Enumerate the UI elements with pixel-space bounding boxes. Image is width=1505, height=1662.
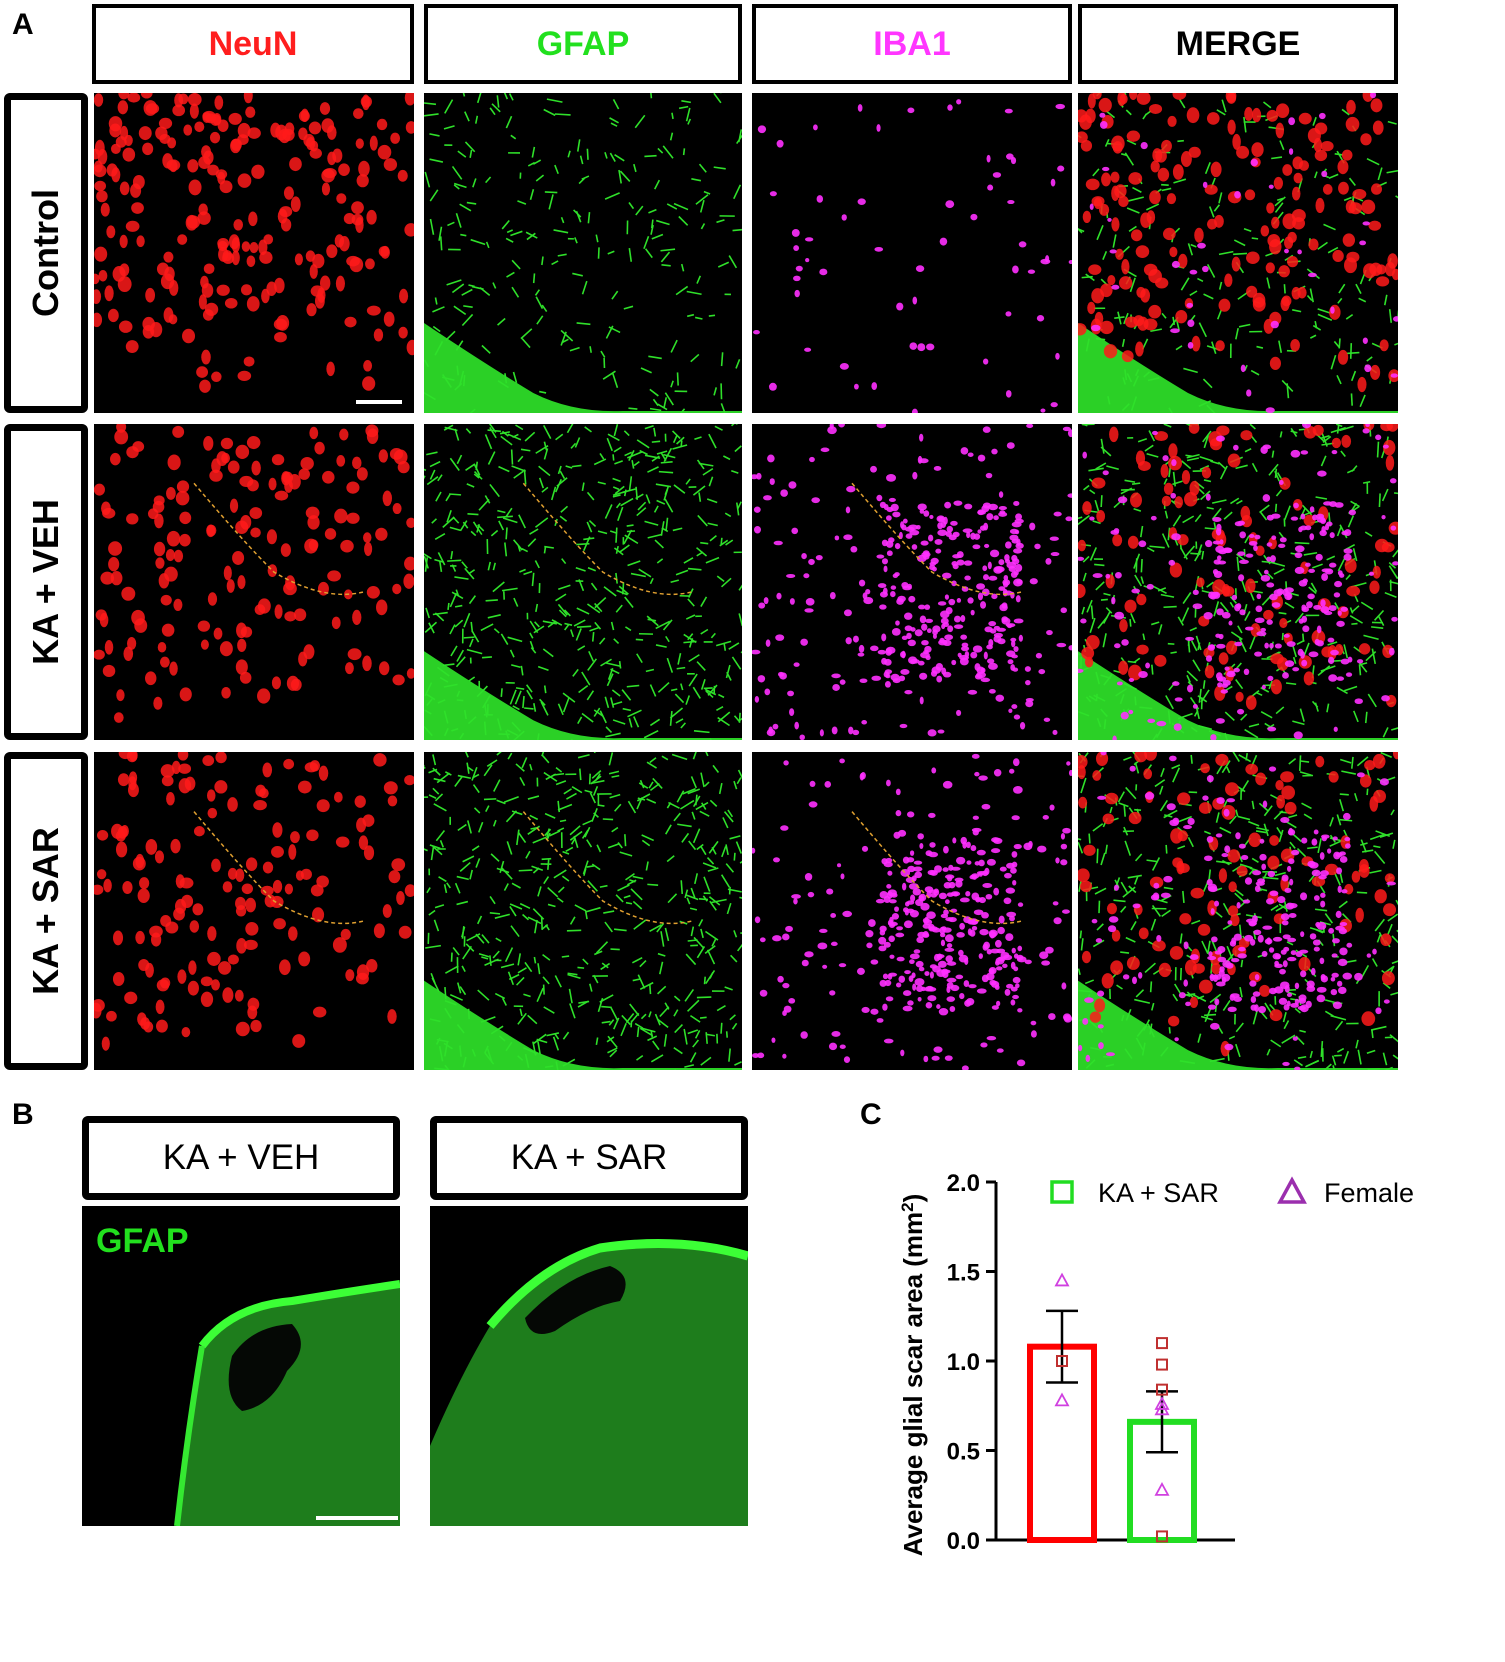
row-label-control: Control <box>4 93 88 413</box>
panel-b-stain-label: GFAP <box>96 1222 189 1260</box>
chart-data-point <box>1154 1482 1170 1496</box>
chart-y-axis-label-close: ) <box>900 1194 928 1203</box>
column-header-gfap: GFAP <box>424 4 742 84</box>
row-label-ka-veh: KA + VEH <box>4 424 88 740</box>
chart-y-tick-label: 1.5 <box>947 1260 980 1287</box>
micrograph-ka-veh-merge <box>1078 424 1398 740</box>
column-header-neun: NeuN <box>92 4 414 84</box>
micrograph-ka-sar-gfap <box>424 752 742 1070</box>
micrograph-ka-sar-iba1 <box>752 752 1072 1070</box>
panel-b-letter: B <box>12 1098 34 1131</box>
panel-b-image-ka-sar <box>430 1206 748 1526</box>
micrograph-ka-sar-neun <box>94 752 414 1070</box>
panel-b-header-ka-veh-label: KA + VEH <box>162 1138 320 1177</box>
panel-b-header-ka-sar: KA + SAR <box>430 1116 748 1200</box>
micrograph-ka-veh-neun <box>94 424 414 740</box>
chart-data-point <box>1054 1272 1070 1287</box>
row-label-ka-sar-text: KA + SAR <box>25 827 67 995</box>
chart-y-axis-label-main: Average glial scar area (mm <box>900 1212 928 1556</box>
chart-y-tick-label: 0.0 <box>947 1528 980 1555</box>
column-header-merge: MERGE <box>1078 4 1398 84</box>
row-label-ka-veh-text: KA + VEH <box>25 499 66 665</box>
micrograph-ka-veh-iba1 <box>752 424 1072 740</box>
panel-c-letter: C <box>860 1098 882 1131</box>
chart-legend-swatch <box>1050 1180 1074 1204</box>
panel-b-scale-bar <box>316 1516 398 1520</box>
chart-data-point <box>1154 1401 1170 1416</box>
column-header-merge-label: MERGE <box>1175 24 1301 63</box>
column-header-iba1: IBA1 <box>752 4 1072 84</box>
panel-b-image-ka-veh <box>82 1206 400 1526</box>
chart-legend-label: Female <box>1324 1178 1414 1208</box>
chart-legend-label: KA + SAR <box>1098 1178 1219 1208</box>
chart-data-point <box>1154 1396 1170 1410</box>
chart-data-point <box>1156 1383 1168 1396</box>
chart-y-axis-label: Average glial scar area (mm2) <box>900 1194 928 1557</box>
column-header-neun-label: NeuN <box>208 24 298 63</box>
column-header-gfap-label: GFAP <box>536 24 630 63</box>
chart-data-point <box>1156 1358 1168 1371</box>
row-label-ka-sar: KA + SAR <box>4 752 88 1070</box>
panel-b-header-ka-veh: KA + VEH <box>82 1116 400 1200</box>
micrograph-control-neun <box>94 93 414 413</box>
micrograph-control-merge <box>1078 93 1398 413</box>
chart-y-axis-label-sup: 2 <box>900 1202 917 1211</box>
micrograph-ka-sar-merge <box>1078 752 1398 1070</box>
micrograph-ka-veh-gfap <box>424 424 742 740</box>
chart-data-point <box>1054 1392 1070 1407</box>
panel-a-letter: A <box>12 8 34 41</box>
row-label-control-text: Control <box>25 189 66 317</box>
micrograph-control-gfap <box>424 93 742 413</box>
chart-y-tick-label: 1.0 <box>947 1349 980 1376</box>
chart-legend-swatch <box>1277 1176 1307 1204</box>
chart-y-tick-label: 2.0 <box>947 1170 980 1197</box>
panel-a-scale-bar <box>356 400 402 404</box>
chart-data-point <box>1156 1530 1168 1543</box>
chart-y-tick-label: 0.5 <box>947 1439 980 1466</box>
micrograph-control-iba1 <box>752 93 1072 413</box>
column-header-iba1-label: IBA1 <box>873 24 951 63</box>
panel-b-header-ka-sar-label: KA + SAR <box>510 1138 668 1177</box>
chart-data-point <box>1156 1337 1168 1350</box>
chart-data-point <box>1056 1355 1068 1367</box>
